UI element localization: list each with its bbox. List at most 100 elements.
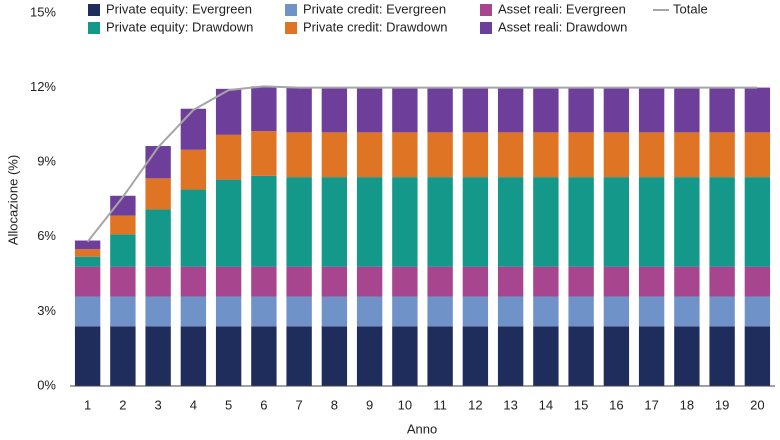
bar-segment [251, 175, 277, 267]
bar-segment [603, 177, 630, 267]
bar-segment [356, 87, 383, 133]
bar-segment [321, 87, 348, 133]
bar-segment [251, 296, 277, 327]
bar-segment [286, 296, 312, 327]
bar-segment [568, 326, 594, 386]
bar-segment [427, 177, 453, 267]
bar-segment [251, 86, 277, 132]
bar-segment [110, 195, 136, 216]
bar-segment [356, 296, 383, 327]
bar-segment [145, 209, 171, 267]
bar-segment [427, 296, 453, 327]
bar-segment [603, 326, 630, 386]
x-tick-label: 18 [680, 397, 694, 412]
bar-segment [568, 296, 594, 327]
bar-segment [709, 266, 735, 297]
legend-label: Private equity: Evergreen [106, 1, 252, 16]
bar-segment [110, 234, 136, 267]
bar-segment [180, 296, 207, 327]
bar-segment [709, 87, 735, 133]
bar-segment [286, 87, 312, 133]
bar-segment [392, 177, 418, 267]
bar-segment [215, 88, 242, 135]
bar-segment [145, 146, 171, 179]
bar-segment [674, 177, 700, 267]
bar-segment [215, 266, 242, 297]
legend-label: Private credit: Evergreen [303, 1, 446, 16]
y-tick-label: 15% [30, 4, 56, 19]
bar-segment [145, 296, 171, 327]
bar-segment [497, 326, 524, 386]
bar-segment [674, 296, 700, 327]
bar-segment [180, 189, 207, 267]
x-tick-label: 3 [155, 397, 162, 412]
bar-segment [74, 256, 101, 267]
bar-segment [497, 132, 524, 178]
bar-segment [709, 326, 735, 386]
x-tick-label: 20 [750, 397, 764, 412]
bar-segment [568, 87, 594, 133]
bar-segment [744, 266, 771, 297]
bar-segment [462, 177, 489, 267]
bar-segment [74, 296, 101, 327]
bar-segment [180, 326, 207, 386]
bar-segment [568, 177, 594, 267]
bar-segment [110, 266, 136, 297]
bar-segment [215, 179, 242, 267]
bar-segment [744, 132, 771, 178]
bar-segment [462, 87, 489, 133]
bar-segment [744, 296, 771, 327]
bar-segment [533, 87, 559, 133]
bar-segment [427, 87, 453, 133]
bar-segment [74, 266, 101, 297]
bar-segment [392, 132, 418, 178]
bar-segment [497, 177, 524, 267]
legend-swatch [88, 4, 100, 16]
x-tick-label: 10 [398, 397, 412, 412]
bar-segment [568, 132, 594, 178]
bar-segment [462, 132, 489, 178]
legend-label: Private equity: Drawdown [106, 19, 253, 34]
bar-segment [215, 296, 242, 327]
bar-segment [603, 132, 630, 178]
bar-segment [638, 177, 665, 267]
bar-segment [286, 266, 312, 297]
y-tick-label: 3% [37, 303, 56, 318]
bar-segment [251, 266, 277, 297]
x-tick-label: 15 [574, 397, 588, 412]
bar-segment [286, 177, 312, 267]
legend-swatch [480, 4, 492, 16]
bar-segment [180, 266, 207, 297]
bar-segment [321, 132, 348, 178]
bar-segment [709, 132, 735, 178]
bar-segment [286, 132, 312, 178]
bar-segment [533, 266, 559, 297]
bar-segment [568, 266, 594, 297]
x-tick-label: 17 [644, 397, 658, 412]
legend-swatch [88, 22, 100, 34]
bar-segment [462, 266, 489, 297]
bar-segment [427, 132, 453, 178]
bar-segment [110, 296, 136, 327]
bar-segment [744, 326, 771, 386]
bar-segment [180, 108, 207, 150]
x-tick-label: 9 [366, 397, 373, 412]
bar-segment [110, 326, 136, 386]
bar-segment [427, 326, 453, 386]
bar-segment [533, 296, 559, 327]
bar-segment [356, 132, 383, 178]
bar-segment [674, 326, 700, 386]
bar-segment [145, 326, 171, 386]
x-tick-label: 2 [119, 397, 126, 412]
bar-segment [392, 87, 418, 133]
legend-swatch [285, 4, 297, 16]
x-tick-label: 19 [715, 397, 729, 412]
bar-segment [744, 177, 771, 267]
x-tick-label: 4 [190, 397, 197, 412]
bar-segment [497, 87, 524, 133]
bar-segment [356, 326, 383, 386]
bar-segment [533, 326, 559, 386]
bar-segment [638, 296, 665, 327]
bar-segment [110, 215, 136, 235]
bar-segment [497, 296, 524, 327]
